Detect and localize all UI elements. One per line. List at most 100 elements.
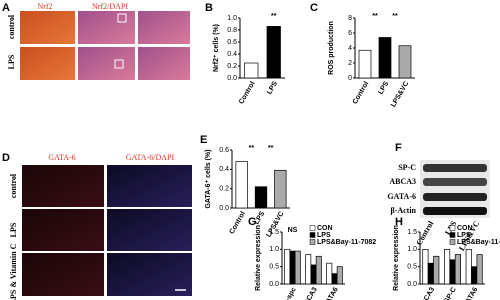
- y-tick-label: 0.5: [407, 264, 417, 271]
- y-axis-label: Relative expression: [393, 225, 400, 291]
- y-tick-label: 0: [348, 75, 352, 82]
- bar: [358, 49, 372, 79]
- y-tick-label: 0.5: [269, 264, 279, 271]
- legend-label: LPS: [317, 232, 331, 239]
- legend-swatch: [309, 225, 316, 231]
- bar: [398, 45, 412, 79]
- bar: [433, 255, 440, 285]
- panel-label: C: [310, 2, 318, 14]
- micrograph: [22, 165, 104, 207]
- band-label: GATA-6: [387, 192, 416, 201]
- y-tick-label: 0.2: [219, 186, 229, 193]
- y-tick-label: 0.0: [227, 75, 237, 82]
- western-blot: [420, 160, 490, 218]
- x-tick-label: GATA6: [462, 286, 479, 300]
- bar: [244, 62, 259, 79]
- panel-label: D: [2, 152, 10, 164]
- zoom-box: [117, 13, 127, 23]
- row-label: control: [9, 173, 18, 198]
- bar: [427, 262, 434, 285]
- bar: [235, 161, 248, 209]
- bar: [310, 264, 317, 285]
- bar: [294, 250, 301, 285]
- column-header: GATA-6: [48, 153, 75, 162]
- bar: [305, 254, 312, 285]
- legend-swatch: [309, 232, 316, 238]
- row-label: LPS: [9, 222, 18, 237]
- y-axis-label: ROS production: [328, 21, 335, 75]
- band-label: SP-C: [398, 163, 416, 172]
- y-tick-label: 1.5: [269, 229, 279, 236]
- micrograph: [107, 165, 192, 207]
- y-tick-label: 0.0: [219, 205, 229, 212]
- legend-label: LPS&Bay-11-7082: [317, 239, 376, 246]
- panel-label: B: [205, 2, 213, 14]
- bar: [471, 266, 478, 285]
- row-label: LPS & Vitamin C: [9, 243, 18, 300]
- y-axis-label: GATA-6⁺ cells (%): [205, 149, 212, 208]
- x-tick-label: ABCA3: [301, 286, 319, 300]
- bar: [449, 259, 456, 285]
- significance-label: **: [249, 145, 255, 152]
- x-tick-label: Pro-spc: [279, 286, 298, 300]
- zoom-box: [114, 59, 124, 69]
- y-axis-label: Relative expression: [255, 225, 262, 291]
- bar: [289, 250, 296, 285]
- legend-swatch: [309, 239, 316, 245]
- column-header: Nrf2/DAPI: [92, 2, 128, 11]
- significance-label: **: [372, 13, 378, 20]
- micrograph: [20, 11, 75, 44]
- panel-label: G: [248, 216, 257, 228]
- significance-label: **: [268, 145, 274, 152]
- significance-label: NS: [288, 227, 298, 234]
- micrograph: [138, 11, 190, 44]
- micrograph: [22, 209, 104, 251]
- legend-swatch: [449, 225, 456, 231]
- x-tick-label: Control: [228, 210, 247, 235]
- y-tick-label: 1.5: [407, 229, 417, 236]
- legend-label: CON: [457, 225, 473, 232]
- bar: [266, 26, 281, 79]
- bar: [444, 248, 451, 285]
- micrograph: [138, 47, 190, 80]
- bar: [315, 255, 322, 285]
- lane-label: Control: [414, 219, 435, 247]
- micrograph: [78, 47, 135, 80]
- band: [423, 207, 487, 215]
- y-tick-label: 1.0: [227, 15, 237, 22]
- band: [423, 193, 487, 201]
- micrograph: [20, 47, 75, 80]
- x-tick-label: SP-C: [443, 286, 457, 300]
- y-tick-label: 2: [348, 60, 352, 67]
- panel-label: H: [395, 216, 403, 228]
- bar: [454, 254, 461, 285]
- y-tick-label: 1.0: [407, 246, 417, 253]
- bar: [465, 248, 472, 285]
- y-tick-label: 0.4: [227, 51, 237, 58]
- panel-label: F: [395, 142, 402, 154]
- x-tick-label: ABCA3: [418, 286, 436, 300]
- bar: [254, 186, 268, 209]
- band: [423, 164, 487, 172]
- bar: [326, 262, 333, 285]
- legend-swatch: [449, 232, 456, 238]
- x-tick-label: LPS: [377, 80, 390, 96]
- x-tick-label: Control: [352, 80, 371, 105]
- bar: [336, 266, 343, 285]
- y-tick-label: 0.0: [407, 281, 417, 288]
- y-tick-label: 4: [348, 45, 352, 52]
- micrograph: [22, 253, 104, 296]
- bar: [284, 248, 291, 285]
- band-label: ABCA3: [389, 177, 416, 186]
- bar: [274, 169, 287, 209]
- y-tick-label: 0.8: [227, 27, 237, 34]
- bar: [378, 37, 392, 79]
- panel-label: E: [200, 134, 207, 146]
- legend-swatch: [449, 239, 456, 245]
- y-tick-label: 0.6: [227, 39, 237, 46]
- bar: [422, 248, 429, 285]
- legend-label: LPS: [457, 232, 471, 239]
- bar: [331, 273, 338, 285]
- y-axis-label: Nrf2⁺ cells (%): [213, 24, 220, 72]
